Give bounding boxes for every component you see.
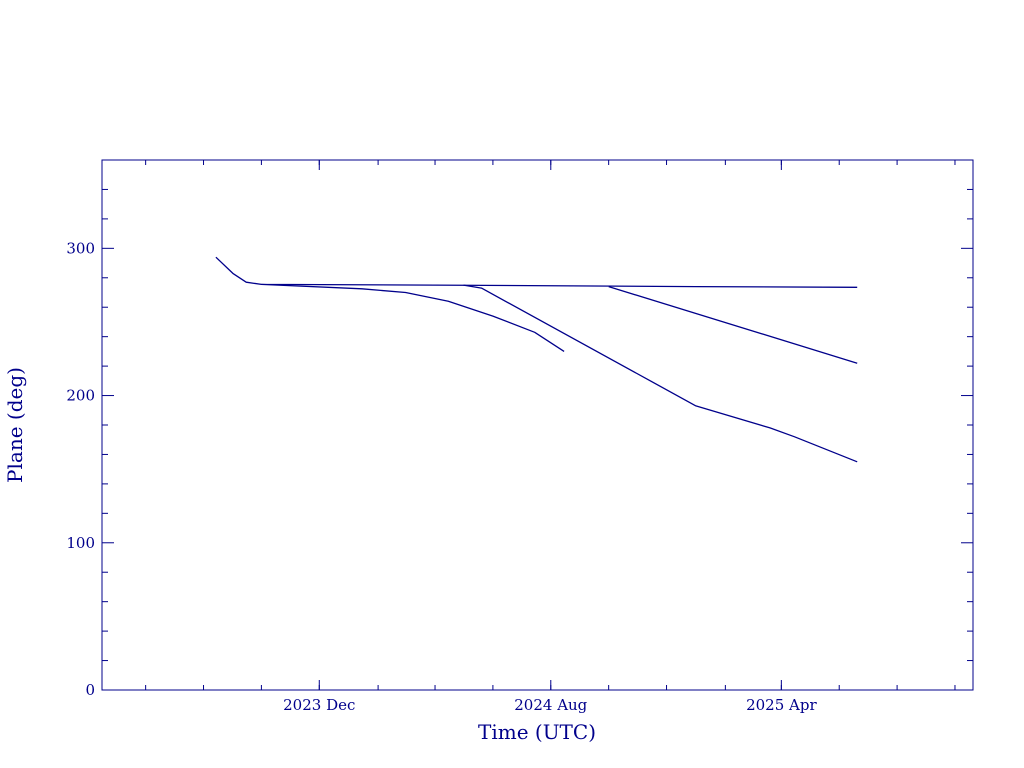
x-tick-labels: 2023 Dec 2024 Aug 2025 Apr [283, 696, 817, 714]
x-tick-marks [318, 160, 782, 690]
y-axis-title: Plane (deg) [3, 367, 27, 483]
series-line [215, 256, 858, 288]
series-line [608, 285, 858, 364]
series-layer [215, 256, 858, 463]
x-tick-label: 2024 Aug [514, 696, 587, 714]
series-line [463, 284, 858, 463]
plot-frame [101, 159, 974, 691]
x-axis-title: Time (UTC) [478, 720, 596, 744]
y-tick-marks [102, 247, 973, 691]
y-tick-label: 200 [66, 387, 95, 405]
y-tick-label: 0 [85, 681, 95, 699]
y-tick-labels: 0 100 200 300 [66, 239, 95, 699]
minor-ticks [102, 160, 973, 690]
y-tick-label: 100 [66, 534, 95, 552]
x-tick-label: 2025 Apr [746, 696, 817, 714]
x-tick-label: 2023 Dec [283, 696, 355, 714]
y-tick-label: 300 [66, 239, 95, 257]
series-line [261, 283, 565, 352]
